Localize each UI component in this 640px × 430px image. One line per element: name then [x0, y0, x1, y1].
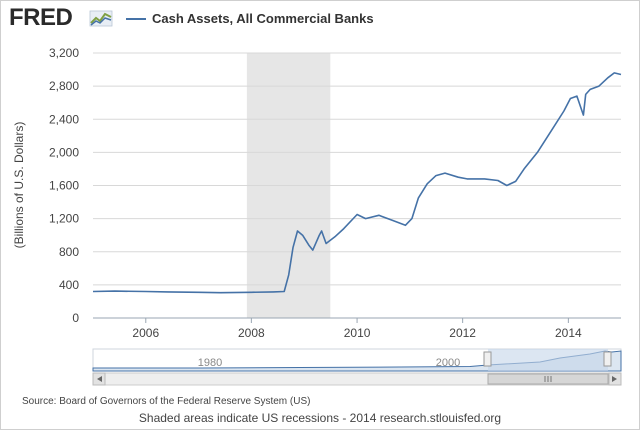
- legend[interactable]: Cash Assets, All Commercial Banks: [126, 11, 374, 26]
- series-line[interactable]: [92, 72, 622, 294]
- y-tick-label: 400: [59, 278, 79, 292]
- navigator-handle-left[interactable]: [483, 351, 492, 367]
- grip-icon: [544, 376, 552, 382]
- y-axis-label: (Billions of U.S. Dollars): [12, 122, 26, 249]
- legend-label: Cash Assets, All Commercial Banks: [152, 11, 374, 26]
- y-tick-label: 1,600: [49, 179, 79, 193]
- y-tick-label: 3,200: [49, 46, 79, 60]
- y-tick-label: 1,200: [49, 212, 79, 226]
- x-tick-label: 2006: [132, 326, 159, 340]
- series-layer: [92, 72, 622, 294]
- arrow-left-icon: [97, 376, 102, 382]
- source-text: Source: Board of Governors of the Federa…: [22, 396, 311, 407]
- y-tick-label: 2,800: [49, 79, 79, 93]
- arrow-right-icon: [612, 376, 617, 382]
- x-tick-label: 2012: [449, 326, 476, 340]
- x-tick-label: 2010: [344, 326, 371, 340]
- navigator[interactable]: 1980 2000: [92, 348, 622, 386]
- x-tick-label: 2014: [555, 326, 582, 340]
- fred-logo[interactable]: FRED: [9, 4, 73, 31]
- legend-swatch: [126, 17, 146, 20]
- fred-chart-mark-icon: [89, 10, 113, 27]
- y-axis: 0 400 800 1,200 1,600 2,000 2,400 2,800 3,200: [49, 46, 79, 325]
- navigator-handle-right[interactable]: [603, 351, 612, 367]
- chart-svg: 0 400 800 1,200 1,600 2,000 2,400 2,800 3,200 20…: [12, 46, 622, 386]
- grid-layer: [93, 52, 621, 319]
- y-tick-label: 2,000: [49, 145, 79, 159]
- navigator-tick-label: 2000: [436, 357, 460, 369]
- navigator-tick-label: 1980: [198, 357, 222, 369]
- x-axis: 2006 2008 2010 2012 2014: [93, 317, 621, 340]
- y-tick-label: 0: [72, 311, 79, 325]
- y-tick-label: 2,400: [49, 112, 79, 126]
- y-tick-label: 800: [59, 245, 79, 259]
- recession-note[interactable]: Shaded areas indicate US recessions - 20…: [138, 411, 502, 425]
- x-tick-label: 2008: [238, 326, 265, 340]
- navigator-selected-range[interactable]: [488, 349, 608, 371]
